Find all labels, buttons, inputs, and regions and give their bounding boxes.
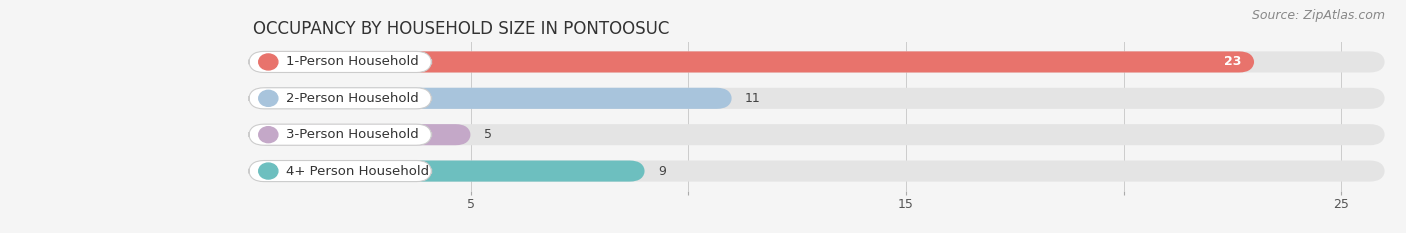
Circle shape	[259, 54, 278, 70]
Circle shape	[259, 90, 278, 106]
Text: 3-Person Household: 3-Person Household	[285, 128, 419, 141]
FancyBboxPatch shape	[253, 124, 1385, 145]
FancyBboxPatch shape	[253, 88, 1385, 109]
FancyBboxPatch shape	[249, 124, 432, 145]
Text: 1-Person Household: 1-Person Household	[285, 55, 419, 69]
Text: OCCUPANCY BY HOUSEHOLD SIZE IN PONTOOSUC: OCCUPANCY BY HOUSEHOLD SIZE IN PONTOOSUC	[253, 20, 669, 38]
FancyBboxPatch shape	[249, 88, 432, 109]
Text: 23: 23	[1223, 55, 1241, 69]
FancyBboxPatch shape	[253, 124, 471, 145]
Text: 9: 9	[658, 164, 666, 178]
Text: 5: 5	[484, 128, 492, 141]
FancyBboxPatch shape	[253, 51, 1385, 72]
FancyBboxPatch shape	[253, 51, 1254, 72]
Text: 4+ Person Household: 4+ Person Household	[285, 164, 429, 178]
FancyBboxPatch shape	[253, 161, 645, 182]
FancyBboxPatch shape	[253, 161, 1385, 182]
FancyBboxPatch shape	[249, 161, 432, 182]
FancyBboxPatch shape	[249, 51, 432, 72]
Text: 2-Person Household: 2-Person Household	[285, 92, 419, 105]
Circle shape	[259, 127, 278, 143]
Circle shape	[259, 163, 278, 179]
FancyBboxPatch shape	[253, 88, 733, 109]
Text: Source: ZipAtlas.com: Source: ZipAtlas.com	[1251, 9, 1385, 22]
Text: 11: 11	[745, 92, 761, 105]
